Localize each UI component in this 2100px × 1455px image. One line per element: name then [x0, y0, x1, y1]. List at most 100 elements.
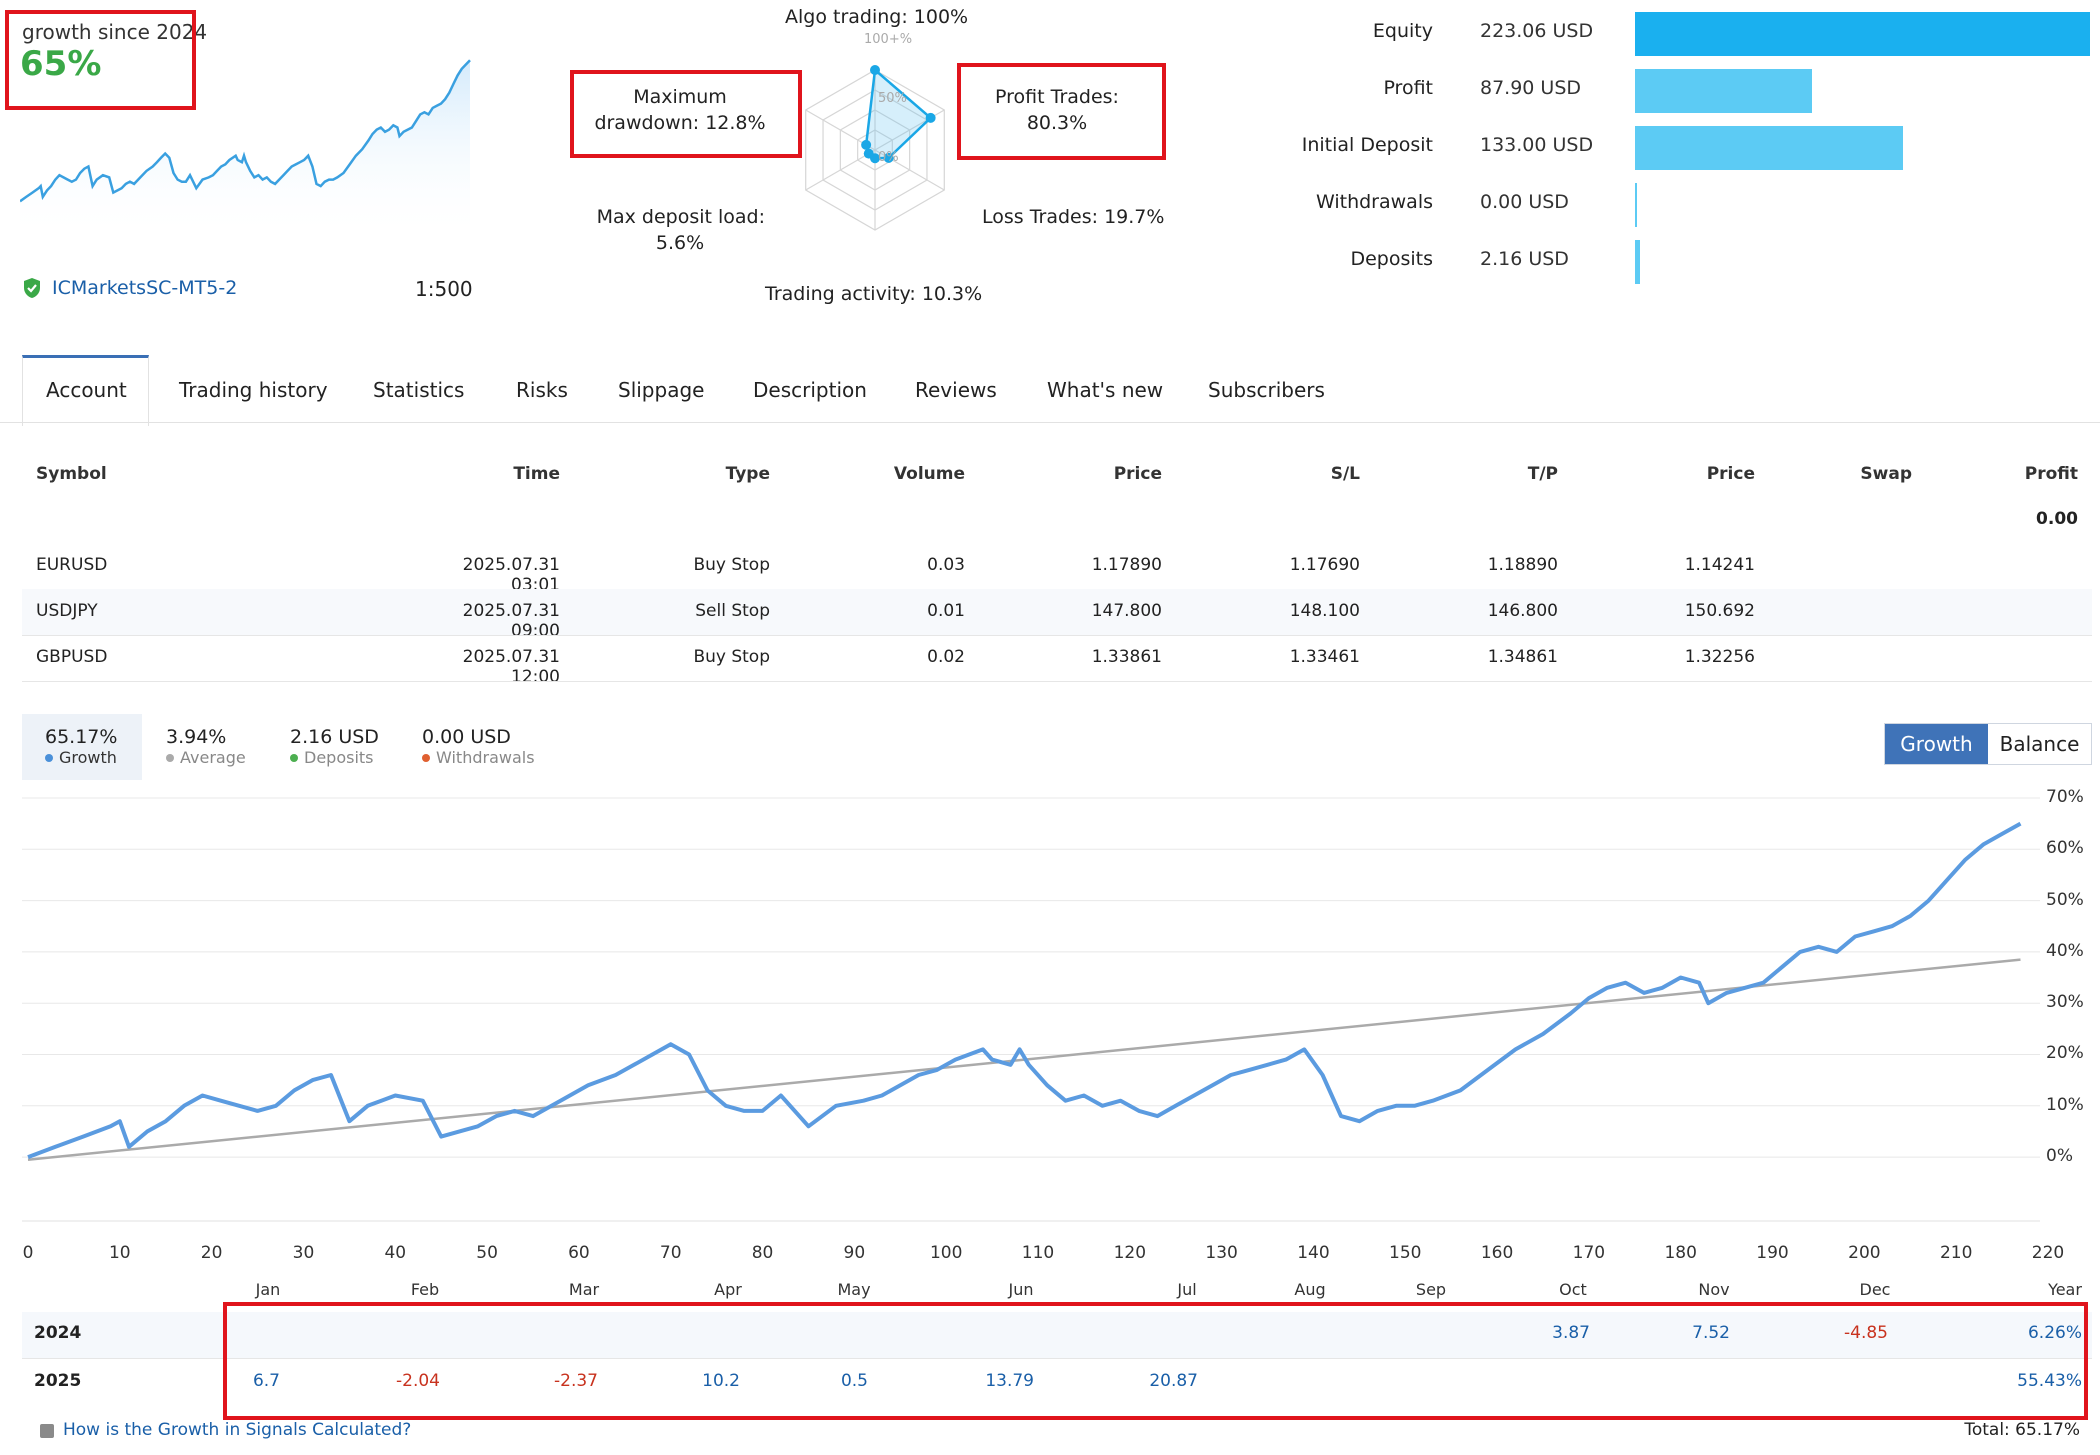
stat-bar — [1635, 240, 1640, 284]
radar-label-drawdown-2: drawdown: 12.8% — [594, 112, 766, 134]
cell-symbol: EURUSD — [36, 555, 108, 575]
x-tick-label: 10 — [108, 1243, 131, 1263]
radar-label-deposit-load-2: 5.6% — [655, 232, 705, 254]
toggle-balance-button[interactable]: Balance — [1999, 732, 2080, 756]
radar-label-profit-1: Profit Trades: — [995, 86, 1119, 108]
x-tick-label: 70 — [659, 1243, 682, 1263]
y-tick-label: 40% — [2046, 940, 2084, 961]
x-tick-label: 40 — [384, 1243, 407, 1263]
broker-link[interactable]: ICMarketsSC-MT5-2 — [52, 277, 238, 299]
radar-point — [925, 112, 936, 123]
cell-volume: 0.01 — [927, 601, 965, 621]
growth-chart — [22, 797, 2040, 1222]
tab-slippage[interactable]: Slippage — [618, 378, 705, 402]
x-tick-label: 60 — [568, 1243, 590, 1263]
cell-volume: 0.03 — [927, 555, 965, 575]
x-tick-label: 30 — [292, 1243, 315, 1263]
legend-value: 2.16 USD — [290, 726, 379, 748]
total-profit: 0.00 — [2036, 509, 2078, 529]
tab-risks[interactable]: Risks — [516, 378, 568, 402]
radar-label-algo: Algo trading: 100% — [785, 6, 969, 28]
legend-dot — [290, 754, 298, 762]
month-header: Jun — [1008, 1280, 1034, 1299]
y-tick-label: 10% — [2046, 1094, 2084, 1115]
x-tick-label: 0 — [22, 1243, 34, 1263]
toggle-growth-button[interactable]: Growth — [1885, 724, 1988, 764]
cell-tp: 1.18890 — [1487, 555, 1558, 575]
legend-value: 0.00 USD — [422, 726, 511, 748]
stat-bar — [1635, 126, 1904, 170]
month-value: 0.5 — [840, 1371, 868, 1391]
tab-subscribers[interactable]: Subscribers — [1208, 378, 1325, 402]
cell-type: Buy Stop — [693, 647, 770, 667]
x-tick-label: 180 — [1664, 1243, 1697, 1263]
highlight-box — [5, 10, 196, 110]
tab-whats-new[interactable]: What's new — [1047, 378, 1164, 402]
column-header-price-current: Price — [1706, 464, 1755, 484]
growth-value: 65% — [20, 44, 102, 84]
month-header: Feb — [410, 1280, 440, 1299]
month-header: Sep — [1415, 1280, 1447, 1299]
cell-volume: 0.02 — [927, 647, 965, 667]
month-header: Oct — [1559, 1280, 1587, 1299]
radar-label-loss: Loss Trades: 19.7% — [982, 206, 1165, 228]
x-tick-label: 90 — [843, 1243, 866, 1263]
year-label: 2024 — [34, 1323, 82, 1343]
y-tick-label: 50% — [2046, 889, 2084, 910]
legend-dot — [45, 754, 53, 762]
radar-point — [861, 139, 872, 150]
growth-balance-toggle: Growth Balance — [1884, 723, 2092, 765]
cell-price: 1.33861 — [1091, 647, 1162, 667]
cell-price: 147.800 — [1091, 601, 1162, 621]
tab-statistics[interactable]: Statistics — [373, 378, 465, 402]
table-row — [22, 589, 2092, 635]
legend-label[interactable]: Deposits — [304, 748, 374, 767]
growth-line — [27, 821, 2022, 1159]
legend-label[interactable]: Average — [180, 748, 246, 767]
column-header-sl: S/L — [1330, 464, 1360, 484]
month-header: Aug — [1294, 1280, 1326, 1299]
leverage: 1:500 — [415, 277, 473, 301]
y-tick-label: 0% — [2046, 1146, 2073, 1167]
tab-description[interactable]: Description — [753, 378, 867, 402]
x-tick-label: 140 — [1297, 1243, 1330, 1263]
legend-dot — [166, 754, 174, 762]
growth-calc-link[interactable]: How is the Growth in Signals Calculated? — [63, 1420, 412, 1440]
tab-active-indicator — [22, 355, 149, 426]
legend-label[interactable]: Growth — [59, 748, 117, 767]
column-header-profit: Profit — [2024, 464, 2078, 484]
column-header-time: Time — [513, 464, 560, 484]
month-value: 7.52 — [1692, 1323, 1730, 1343]
column-header-symbol: Symbol — [36, 464, 107, 484]
radar-point — [883, 152, 894, 163]
stat-value: 0.00 USD — [1480, 191, 1569, 213]
radar-svg — [805, 65, 945, 231]
month-value: 3.87 — [1552, 1323, 1590, 1343]
cell-tp: 1.34861 — [1487, 647, 1558, 667]
cell-price: 1.17890 — [1091, 555, 1162, 575]
stat-value: 87.90 USD — [1480, 77, 1582, 99]
row-divider — [22, 1358, 2092, 1359]
stat-label: Initial Deposit — [1301, 134, 1433, 156]
stat-bar — [1635, 183, 1637, 227]
year-label: 2025 — [34, 1371, 82, 1391]
tab-reviews[interactable]: Reviews — [915, 378, 997, 402]
stat-value: 2.16 USD — [1480, 248, 1569, 270]
month-value: -2.37 — [554, 1371, 598, 1391]
month-header: Year — [2048, 1280, 2082, 1299]
tab-account[interactable]: Account — [46, 378, 127, 402]
stat-label: Withdrawals — [1315, 191, 1433, 213]
mini-growth-chart — [20, 59, 471, 240]
radar-label-drawdown-1: Maximum — [633, 86, 727, 108]
stat-label: Equity — [1372, 20, 1433, 42]
cell-price-current: 1.32256 — [1684, 647, 1755, 667]
highlight-box — [570, 70, 802, 158]
cell-price-current: 1.14241 — [1684, 555, 1755, 575]
month-header: Jul — [1177, 1280, 1197, 1299]
legend-label[interactable]: Withdrawals — [436, 748, 535, 767]
question-icon — [40, 1424, 54, 1438]
tab-trading-history[interactable]: Trading history — [179, 378, 328, 402]
x-tick-label: 100 — [929, 1243, 963, 1263]
stat-label: Deposits — [1350, 248, 1433, 270]
growth-since-label: growth since 2024 — [22, 20, 208, 44]
